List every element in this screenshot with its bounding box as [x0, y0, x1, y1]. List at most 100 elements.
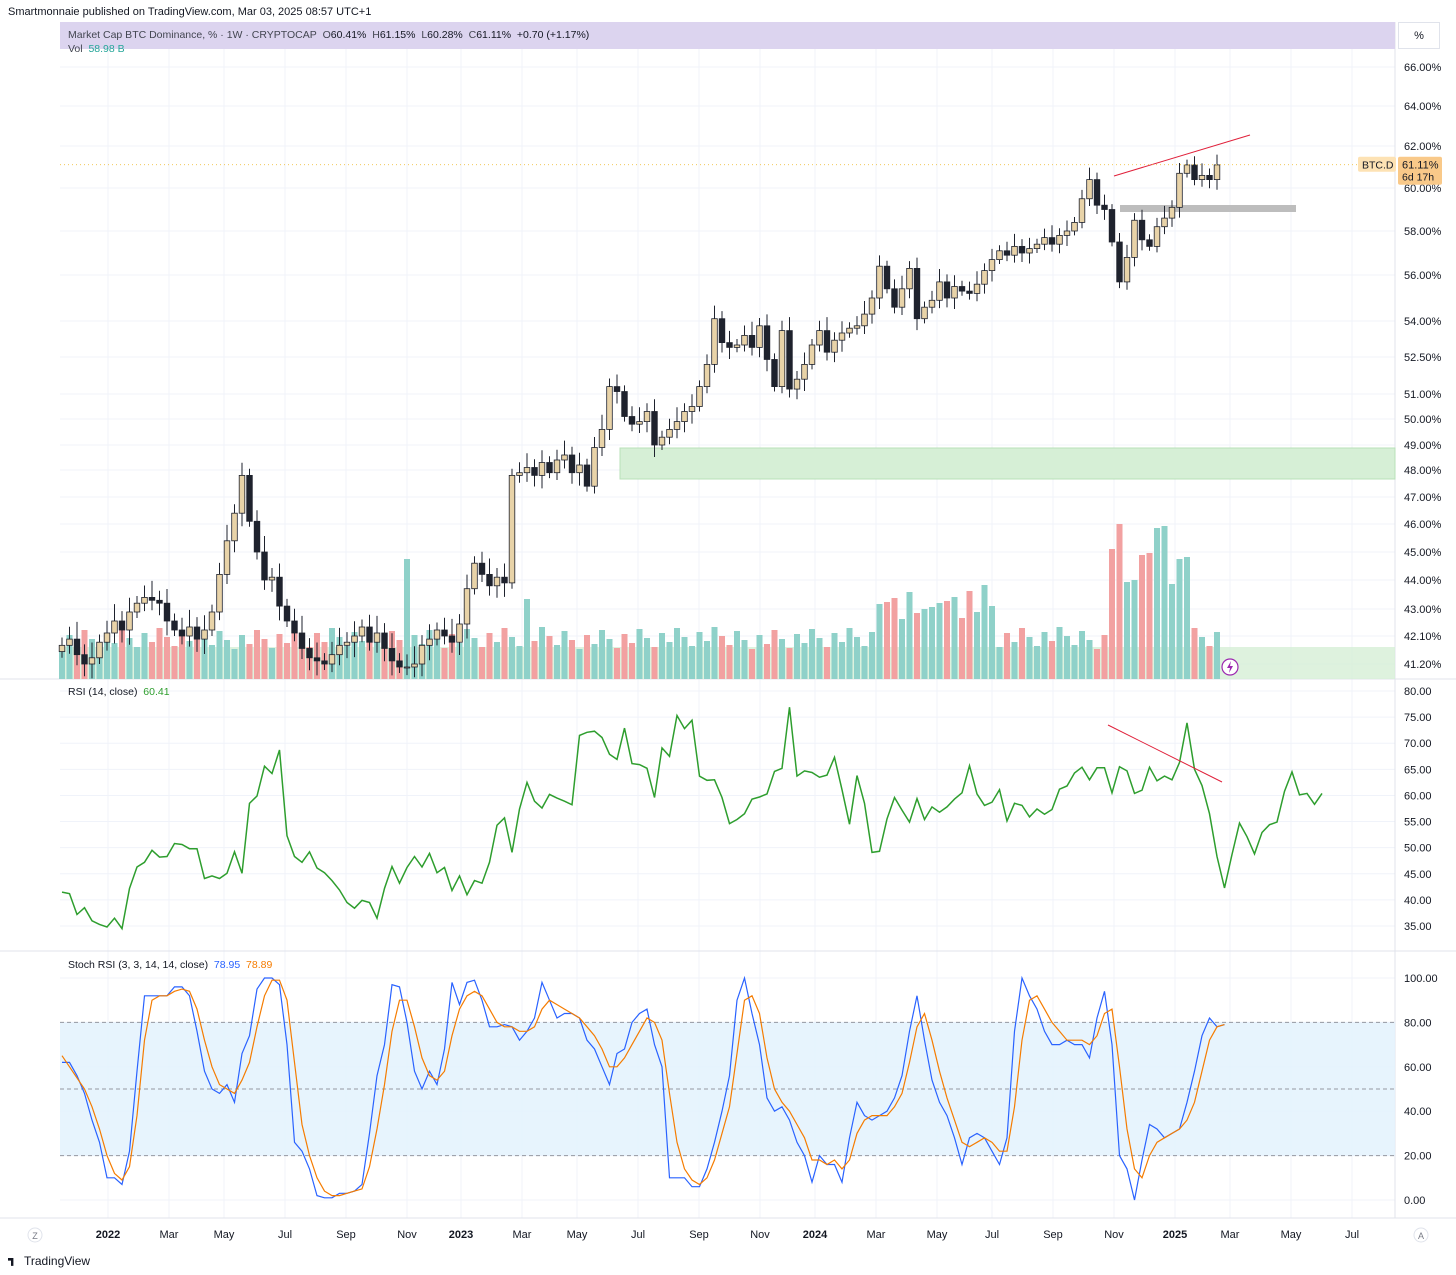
volume-bar: [479, 647, 485, 679]
volume-bar: [66, 635, 73, 679]
volume-bar: [404, 559, 410, 679]
candle-body: [733, 344, 741, 348]
volume-bar: [164, 637, 170, 679]
volume-bars: [59, 524, 1220, 679]
candle-body: [471, 562, 478, 590]
rsi-legend[interactable]: RSI (14, close) 60.41: [68, 686, 170, 698]
volume-bar: [921, 609, 928, 679]
volume-bar: [1086, 640, 1093, 679]
candle-body: [253, 520, 261, 553]
candle-body: [156, 599, 163, 604]
volume-bar: [951, 597, 958, 679]
volume-bar: [779, 639, 785, 679]
candle-body: [996, 250, 1003, 261]
volume-bar: [899, 619, 905, 679]
volume-bar: [689, 646, 695, 679]
rsi-tick-label: 75.00: [1404, 712, 1432, 724]
price-tick-label: 46.00%: [1404, 519, 1442, 531]
candle-body: [501, 576, 508, 584]
candle-body: [283, 605, 291, 622]
volume-bar: [1034, 646, 1040, 679]
candle-body: [493, 576, 501, 587]
volume-bar: [846, 628, 853, 679]
support-zone-48: [619, 447, 1396, 480]
volume-bar: [104, 634, 110, 679]
candle-body: [568, 454, 576, 474]
candle-body: [666, 428, 673, 438]
series-legend[interactable]: Market Cap BTC Dominance, % · 1W · CRYPT…: [68, 29, 589, 41]
volume-bar: [981, 585, 988, 679]
volume-bar: [486, 633, 493, 679]
volume-bar: [149, 642, 155, 679]
volume-bar: [216, 631, 223, 679]
volume-legend[interactable]: Vol 58.98 B: [68, 43, 125, 55]
candle-body: [388, 648, 396, 662]
volume-bar: [1214, 632, 1220, 679]
candle-body: [831, 339, 838, 353]
candle-body: [673, 421, 681, 430]
volume-bar: [524, 599, 530, 679]
time-tick-label: 2023: [449, 1229, 473, 1241]
candle-body: [771, 359, 778, 388]
legend-open: 60.41%: [330, 29, 367, 41]
volume-bar: [996, 647, 1003, 679]
auto-scale-button[interactable]: [1413, 1227, 1429, 1243]
price-tick-label: 45.00%: [1404, 547, 1442, 559]
candle-body: [171, 620, 178, 631]
tradingview-brand[interactable]: TradingView: [8, 1254, 90, 1268]
time-tick-label: Mar: [513, 1229, 532, 1241]
volume-bar: [471, 638, 478, 679]
volume-bar: [1116, 524, 1123, 679]
scale-mode-button[interactable]: %: [1398, 22, 1440, 49]
candle-body: [358, 626, 366, 637]
rsi-tick-label: 70.00: [1404, 738, 1432, 750]
candle-body: [658, 436, 666, 446]
volume-bar: [1109, 549, 1115, 679]
legend-change: +0.70 (+1.17%): [516, 29, 590, 41]
candle-body: [433, 629, 441, 640]
candle-body: [306, 648, 313, 659]
volume-bar: [831, 633, 838, 679]
candle-body: [73, 638, 81, 656]
candle-body: [126, 611, 133, 631]
volume-bar: [1071, 645, 1078, 679]
candle-body: [763, 325, 771, 360]
time-tick-label: Jul: [985, 1229, 999, 1241]
candle-body: [936, 281, 943, 301]
support-zones: [60, 205, 1396, 679]
auto-scale-label: A: [1418, 1231, 1424, 1241]
rsi-line: [61, 707, 1323, 931]
divergence-line-price: [1113, 134, 1251, 177]
candles: [58, 154, 1221, 679]
volume-bar: [1139, 555, 1145, 679]
time-tick-label: Jul: [278, 1229, 292, 1241]
volume-bar: [869, 632, 875, 679]
candle-body: [216, 574, 223, 613]
candle-body: [163, 602, 171, 622]
volume-bar: [891, 598, 898, 679]
rsi-tick-label: 50.00: [1404, 843, 1432, 855]
time-tick-label: Nov: [1104, 1229, 1124, 1241]
stoch-d-value: 78.89: [246, 959, 273, 971]
candle-body: [313, 657, 321, 662]
candle-body: [853, 325, 861, 329]
volume-bar: [126, 638, 133, 679]
candle-body: [343, 641, 351, 646]
stoch-k-value: 78.95: [213, 959, 241, 971]
candle-body: [1018, 245, 1026, 254]
candle-body: [778, 330, 786, 388]
stoch-legend[interactable]: Stoch RSI (3, 3, 14, 14, close) 78.95 78…: [68, 959, 272, 971]
volume-bar: [269, 648, 275, 679]
volume-bar: [906, 592, 913, 679]
volume-bar: [839, 642, 845, 679]
price-tick-label: 60.00%: [1404, 183, 1442, 195]
volume-bar: [614, 648, 620, 679]
legend-low: 60.28%: [427, 29, 463, 41]
price-tick-label: 47.00%: [1404, 492, 1442, 504]
candle-body: [883, 265, 891, 290]
legend-background: [60, 22, 1395, 49]
time-tick-label: Nov: [397, 1229, 417, 1241]
zoom-out-button[interactable]: [27, 1227, 43, 1243]
grid-lines: [0, 22, 1456, 1219]
